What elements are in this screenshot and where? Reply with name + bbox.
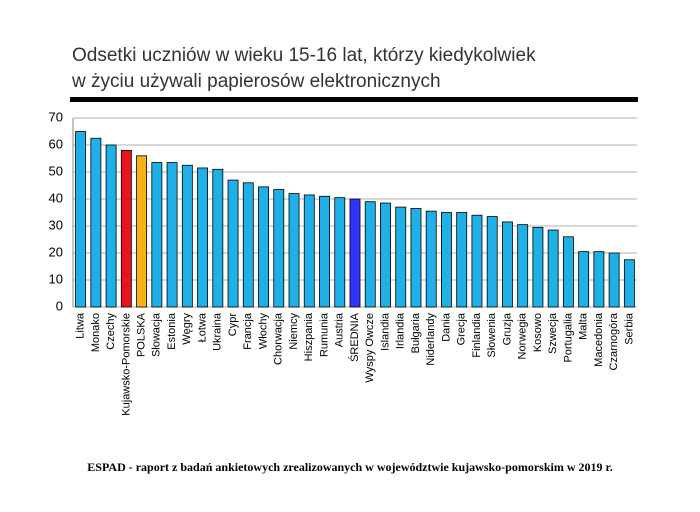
- x-tick-label: Słowacja: [151, 312, 163, 357]
- bar: [334, 197, 346, 308]
- bar: [532, 226, 544, 308]
- bar: [608, 252, 620, 308]
- bar: [90, 137, 102, 308]
- bar: [166, 162, 178, 308]
- x-tick-label: Włochy: [257, 313, 269, 350]
- bar: [105, 144, 117, 308]
- bar: [380, 202, 391, 308]
- x-tick-label: Kosowo: [532, 313, 544, 352]
- x-tick-label: Austria: [334, 312, 346, 347]
- x-tick-label: Czechy: [105, 313, 117, 350]
- x-tick-label: Islandia: [379, 312, 391, 351]
- bar: [75, 131, 87, 308]
- x-tick-label: Ukraina: [212, 312, 224, 351]
- x-tick-label: Finlandia: [471, 312, 483, 358]
- y-tick-label: 40: [49, 190, 63, 205]
- bar: [288, 193, 300, 308]
- y-tick-label: 50: [49, 163, 63, 178]
- x-tick-label: Norwegia: [517, 312, 529, 359]
- x-tick-label: Słowenia: [486, 312, 498, 358]
- x-tick-label: Bułgaria: [410, 312, 422, 353]
- x-tick-label: Węgry: [181, 313, 193, 345]
- x-tick-label: Estonia: [166, 312, 178, 350]
- bar: [242, 182, 254, 308]
- bar: [486, 216, 498, 308]
- x-tick-label: Niemcy: [288, 313, 300, 350]
- bar: [578, 251, 590, 308]
- y-tick-label: 10: [49, 271, 63, 286]
- x-tick-label: Niderlandy: [425, 313, 437, 366]
- bar: [456, 212, 468, 308]
- x-tick-label: Łotwa: [196, 312, 208, 342]
- x-tick-label: Francja: [242, 312, 254, 350]
- bar: [212, 168, 224, 308]
- bar: [349, 198, 361, 308]
- x-tick-label: Czarnogóra: [608, 312, 620, 370]
- bar: [258, 186, 269, 308]
- y-tick-label: 0: [56, 298, 63, 313]
- x-tick-label: Gruzja: [501, 312, 513, 345]
- bar: [410, 208, 422, 308]
- bar: [395, 206, 407, 308]
- y-tick-label: 60: [49, 136, 63, 151]
- chart-title: Odsetki uczniów w wieku 15-16 lat, którz…: [72, 45, 536, 66]
- bar: [151, 162, 163, 308]
- x-tick-label: Hiszpania: [303, 312, 315, 361]
- bar: [517, 224, 529, 308]
- bar: [502, 221, 513, 308]
- bar: [273, 189, 285, 308]
- bar: [319, 195, 330, 308]
- bar: [181, 164, 193, 308]
- bar: [471, 214, 483, 308]
- y-tick-label: 20: [49, 244, 63, 259]
- x-tick-label: Dania: [440, 312, 452, 342]
- bar: [623, 259, 635, 308]
- x-tick-label: Grecja: [456, 312, 468, 345]
- x-tick-label: Litwa: [75, 312, 87, 339]
- bar: [441, 212, 452, 308]
- bar: [547, 229, 559, 308]
- x-tick-label: Wyspy Owcze: [364, 313, 376, 383]
- bar: [120, 149, 132, 308]
- bar: [562, 236, 574, 308]
- x-tick-label: Serbia: [623, 312, 635, 345]
- x-tick-label: Portugalia: [562, 312, 574, 362]
- y-tick-label: 70: [49, 109, 63, 124]
- source-note: ESPAD - raport z badań ankietowych zreal…: [87, 460, 612, 474]
- x-tick-label: Macedonia: [593, 312, 605, 367]
- bar: [136, 155, 148, 308]
- x-tick-label: Monako: [90, 313, 102, 352]
- bar: [593, 251, 605, 308]
- y-tick-label: 30: [49, 217, 63, 232]
- chart-title: w życiu używali papierosów elektroniczny…: [71, 71, 441, 92]
- x-tick-label: Cypr: [227, 313, 239, 337]
- x-tick-label: Rumunia: [318, 312, 330, 357]
- title-rule: [70, 97, 638, 102]
- x-tick-label: ŚREDNIA: [348, 312, 361, 362]
- bar: [303, 194, 315, 308]
- x-tick-label: Irlandia: [395, 312, 407, 349]
- x-tick-label: Szwecja: [547, 312, 559, 354]
- bar: [425, 210, 437, 308]
- x-tick-label: Chorwacja: [273, 312, 285, 365]
- bar: [227, 179, 239, 308]
- bar: [364, 201, 376, 308]
- x-tick-label: Kujawsko-Pomorskie: [120, 313, 132, 416]
- x-tick-label: POLSKA: [136, 312, 148, 357]
- bar: [197, 167, 208, 308]
- x-tick-label: Malta: [578, 312, 590, 340]
